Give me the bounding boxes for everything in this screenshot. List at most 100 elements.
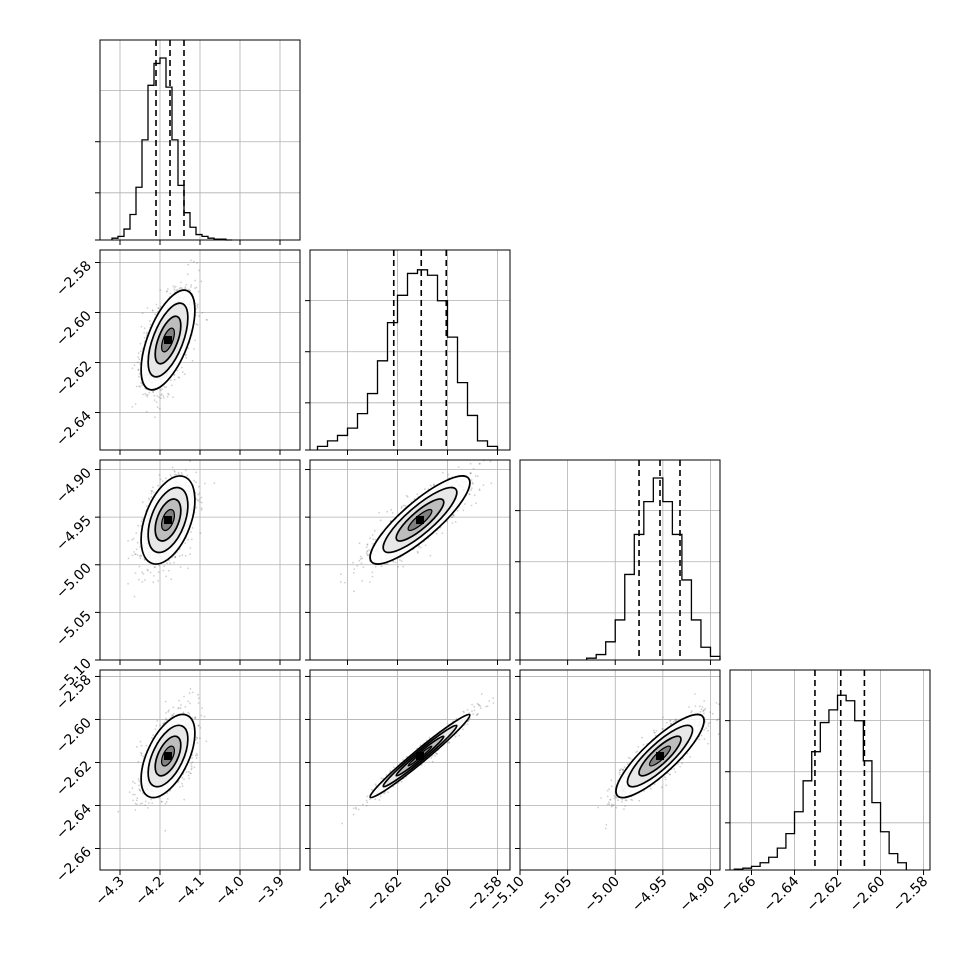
sample-point (197, 499, 200, 502)
sample-point (149, 323, 152, 326)
sample-point (446, 520, 448, 523)
sample-point (359, 555, 362, 558)
sample-point (162, 569, 165, 572)
sample-point (151, 737, 153, 739)
sample-point (169, 292, 172, 295)
sample-point (476, 475, 479, 477)
y-axis-2 (515, 510, 520, 661)
sample-point (173, 378, 176, 381)
sample-point (137, 356, 140, 359)
scatter-2-1 (339, 460, 493, 593)
sample-point (181, 366, 183, 369)
sample-point (196, 304, 199, 307)
sample-point (404, 505, 407, 507)
sample-point (175, 473, 178, 476)
sample-point (138, 385, 141, 388)
sample-point (152, 734, 155, 736)
sample-point (200, 501, 203, 504)
sample-point (188, 288, 190, 291)
sample-point (160, 397, 162, 400)
y-tick-label: −2.62 (53, 358, 95, 400)
sample-point (139, 546, 142, 548)
sample-point (160, 394, 162, 396)
sample-point (213, 482, 216, 484)
sample-point (171, 714, 174, 717)
sample-point (365, 546, 368, 549)
sample-point (205, 740, 208, 743)
sample-point (365, 552, 368, 555)
sample-point (187, 263, 190, 266)
sample-point (155, 401, 158, 403)
sample-point (366, 550, 368, 553)
hist-grid (100, 90, 300, 194)
sample-point (205, 318, 208, 321)
sample-point (145, 410, 148, 413)
sample-point (143, 336, 146, 339)
sample-point (156, 395, 159, 397)
sample-point (139, 385, 142, 388)
sample-point (135, 385, 138, 388)
sample-point (127, 557, 130, 560)
sample-point (179, 566, 182, 568)
sample-point (453, 514, 455, 517)
sample-point (158, 307, 160, 310)
sample-point (146, 568, 149, 571)
scatter-1-0 (131, 259, 208, 419)
sample-point (173, 473, 176, 476)
sample-point (133, 595, 136, 598)
sample-point (137, 375, 140, 378)
sample-point (469, 472, 472, 475)
sample-point (366, 549, 369, 552)
sample-point (153, 575, 155, 577)
sample-point (189, 289, 192, 292)
sample-point (452, 514, 455, 516)
y-axis-2: −5.10−5.05−5.00−4.95−4.90 (53, 465, 100, 697)
sample-point (151, 309, 154, 312)
sample-point (373, 529, 376, 532)
y-tick-label: −2.64 (53, 408, 95, 450)
sample-point (158, 564, 161, 567)
sample-point (155, 303, 158, 306)
sample-point (138, 565, 141, 568)
sample-point (191, 527, 194, 529)
y-tick-label: −5.05 (53, 608, 95, 650)
sample-point (170, 384, 173, 387)
sample-point (195, 286, 198, 289)
sample-point (147, 569, 149, 572)
sample-point (171, 466, 174, 469)
sample-point (366, 544, 369, 546)
sample-point (394, 561, 397, 564)
sample-point (170, 578, 173, 581)
sample-point (141, 501, 144, 504)
sample-point (366, 554, 369, 557)
sample-point (181, 473, 183, 476)
sample-point (435, 532, 438, 535)
sample-point (352, 572, 355, 574)
sample-point (169, 562, 172, 565)
sample-point (189, 460, 191, 462)
sample-point (158, 396, 161, 399)
histogram-0 (111, 57, 232, 241)
sample-point (157, 307, 160, 309)
hist-grid (730, 720, 930, 824)
sample-point (181, 287, 183, 290)
sample-point (141, 312, 144, 315)
sample-point (141, 792, 144, 795)
sample-point (134, 553, 136, 556)
sample-point (190, 531, 193, 533)
sample-point (190, 259, 192, 262)
sample-point (420, 546, 422, 549)
sample-point (163, 386, 166, 388)
sample-point (146, 331, 148, 334)
sample-point (199, 501, 202, 503)
sample-point (196, 323, 199, 326)
sample-point (356, 565, 359, 567)
sample-point (148, 391, 151, 394)
sample-point (447, 473, 450, 476)
sample-point (198, 492, 201, 495)
sample-point (416, 550, 419, 553)
x-axis-2 (519, 660, 711, 665)
sample-point (194, 339, 197, 342)
sample-point (371, 534, 374, 536)
sample-point (468, 493, 471, 496)
